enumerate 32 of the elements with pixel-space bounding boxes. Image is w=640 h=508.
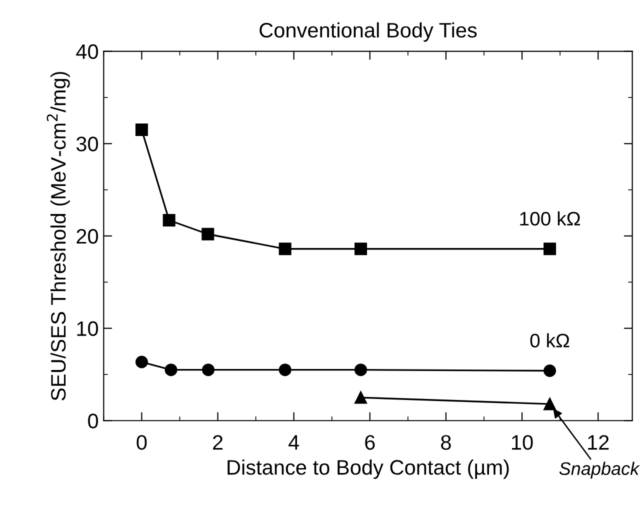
x-axis-title: Distance to Body Contact (µm) — [228, 459, 509, 479]
y-tick-label: 10 — [77, 321, 98, 336]
annotation: Snapback — [559, 462, 640, 479]
x-tick-label: 10 — [512, 435, 533, 450]
y-tick-label: 0 — [88, 414, 98, 428]
point — [202, 228, 214, 240]
point — [164, 364, 178, 376]
x-tick-label: 8 — [441, 435, 451, 450]
point — [544, 398, 556, 410]
point — [135, 124, 148, 136]
point — [162, 214, 176, 227]
point — [135, 356, 148, 368]
x-tick-label: 4 — [288, 435, 300, 450]
x-tick-label: 6 — [365, 435, 375, 450]
point — [202, 364, 215, 376]
y-tick-label: 40 — [76, 44, 98, 60]
x-tick-label: 0 — [136, 435, 147, 450]
x-tick-label: 12 — [588, 435, 609, 450]
point — [544, 242, 556, 256]
y-axis-title: SEU/SES Threshold (MeV-cm$^{2}$/mg) — [46, 72, 70, 400]
point — [354, 242, 368, 256]
point — [278, 242, 292, 256]
point — [354, 364, 368, 376]
chart-title: Conventional Body Ties — [260, 22, 477, 42]
point — [544, 364, 556, 378]
series-label: 100 kΩ — [520, 211, 580, 226]
point — [354, 391, 368, 404]
x-tick-label: 2 — [213, 435, 223, 450]
y-tick-label: 20 — [76, 228, 98, 244]
y-tick-label: 30 — [76, 136, 98, 152]
point — [278, 364, 292, 376]
series-label: 0 kΩ — [530, 333, 570, 348]
